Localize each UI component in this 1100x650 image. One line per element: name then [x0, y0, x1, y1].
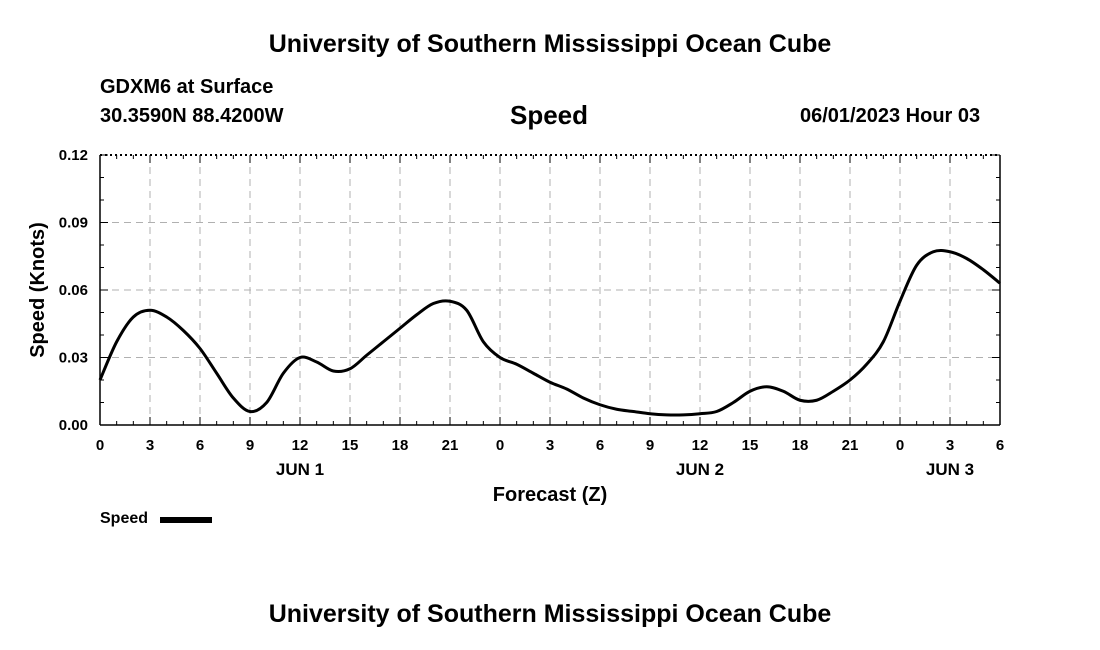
datetime-label: 06/01/2023 Hour 03: [800, 105, 981, 127]
x-tick-label: 15: [342, 437, 359, 454]
page-title-top: University of Southern Mississippi Ocean…: [268, 30, 832, 58]
x-tick-label: 0: [496, 437, 504, 454]
x-tick-label: 3: [946, 437, 954, 454]
grid-lines: [100, 155, 1000, 425]
y-tick-label: 0.03: [59, 350, 88, 367]
series-lines: [98, 248, 1001, 417]
x-tick-label: 9: [246, 437, 254, 454]
x-tick-label: 12: [692, 437, 709, 454]
x-tick-label: 9: [646, 437, 654, 454]
x-tick-label: 21: [842, 437, 859, 454]
date-label: JUN 1: [276, 460, 324, 479]
x-tick-label: 0: [96, 437, 104, 454]
x-axis-title: Forecast (Z): [493, 484, 607, 506]
x-tick-label: 6: [596, 437, 604, 454]
tick-labels: 0 3 6 9 12 15 18 21 0 3 6 9 12 15 18 21 0 3 6 0.00 0.03 0.06 0…: [27, 147, 1004, 506]
y-tick-label: 0.09: [59, 215, 88, 232]
x-tick-label: 0: [896, 437, 904, 454]
x-tick-label: 15: [742, 437, 759, 454]
x-tick-label: 18: [392, 437, 409, 454]
date-label: JUN 3: [926, 460, 974, 479]
x-tick-label: 6: [196, 437, 204, 454]
page-title-bottom: University of Southern Mississippi Ocean…: [268, 600, 832, 628]
x-tick-label: 3: [146, 437, 154, 454]
series-line-speed: [98, 248, 1001, 417]
x-tick-label: 3: [546, 437, 554, 454]
y-axis-title: Speed (Knots): [27, 222, 49, 358]
station-label: GDXM6 at Surface: [100, 76, 274, 98]
speed-chart: 0 3 6 9 12 15 18 21 0 3 6 9 12 15 18 21 0 3 6 0.00 0.03 0.06 0…: [27, 147, 1004, 506]
y-tick-label: 0.12: [59, 147, 88, 164]
y-tick-label: 0.00: [59, 417, 88, 434]
x-tick-label: 6: [996, 437, 1004, 454]
x-tick-label: 12: [292, 437, 309, 454]
chart-title: Speed: [510, 100, 589, 130]
coordinates-label: 30.3590N 88.4200W: [100, 105, 284, 127]
y-tick-label: 0.06: [59, 282, 88, 299]
x-tick-label: 21: [442, 437, 459, 454]
date-label: JUN 2: [676, 460, 724, 479]
legend-swatch: [160, 517, 212, 523]
x-tick-label: 18: [792, 437, 809, 454]
legend-label: Speed: [100, 510, 149, 527]
